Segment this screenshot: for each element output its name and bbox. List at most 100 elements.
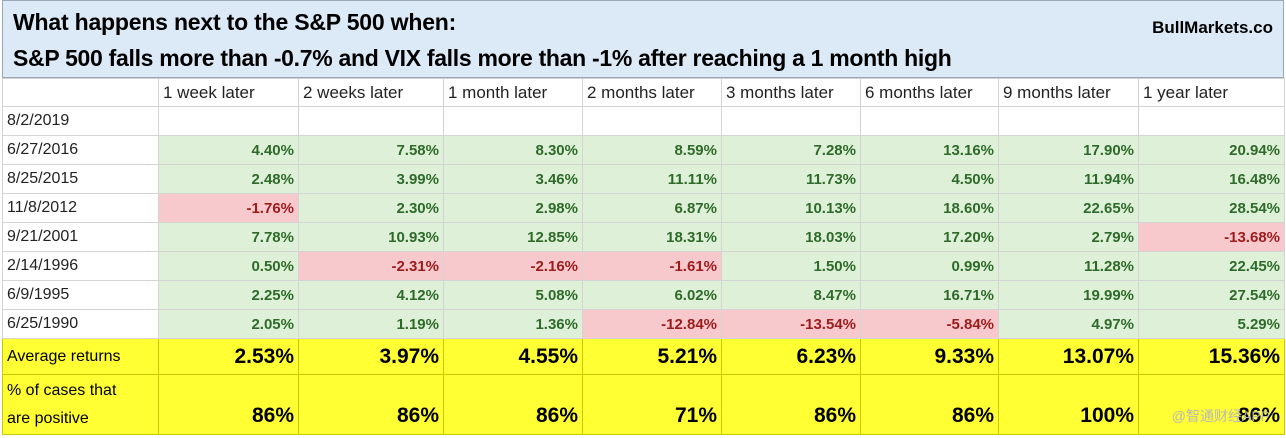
- average-return-cell: 3.97%: [298, 338, 444, 375]
- column-header: 9 months later: [998, 78, 1139, 107]
- table-row: 11/8/2012 -1.76% 2.30% 2.98% 6.87% 10.13% 18.6…: [2, 193, 1285, 223]
- return-cell: -1.61%: [582, 251, 722, 281]
- return-cell: 10.13%: [721, 193, 861, 223]
- return-cell: 16.48%: [1138, 164, 1285, 194]
- return-cell: -1.76%: [158, 193, 299, 223]
- return-cell: 16.71%: [860, 280, 999, 310]
- average-return-cell: 9.33%: [860, 338, 999, 375]
- positive-percent-cell: 86%: [443, 374, 583, 435]
- row-date: 8/25/2015: [2, 164, 159, 194]
- return-cell: [298, 106, 444, 136]
- return-cell: 4.12%: [298, 280, 444, 310]
- title-line-1: What happens next to the S&P 500 when:: [13, 9, 457, 35]
- brand-label: BullMarkets.co: [1152, 18, 1273, 37]
- average-return-cell: 15.36%: [1138, 338, 1285, 375]
- table-row: 9/21/2001 7.78% 10.93% 12.85% 18.31% 18.03% 17…: [2, 222, 1285, 252]
- row-date: 6/9/1995: [2, 280, 159, 310]
- average-return-cell: 6.23%: [721, 338, 861, 375]
- average-returns-row: Average returns 2.53% 3.97% 4.55% 5.21% 6.23…: [2, 338, 1285, 375]
- watermark: @智通财经APP: [1171, 408, 1270, 424]
- row-date: 2/14/1996: [2, 251, 159, 281]
- positive-percent-cell: 86%: [1138, 374, 1285, 435]
- return-cell: -13.68%: [1138, 222, 1285, 252]
- return-cell: [443, 106, 583, 136]
- return-cell: 4.50%: [860, 164, 999, 194]
- positive-cases-label-line-2: are positive: [7, 409, 89, 427]
- column-header-row: 1 week later 2 weeks later 1 month later 2 …: [2, 78, 1285, 107]
- return-cell: 19.99%: [998, 280, 1139, 310]
- return-cell: 5.08%: [443, 280, 583, 310]
- return-cell: 17.90%: [998, 135, 1139, 165]
- return-cell: 0.99%: [860, 251, 999, 281]
- return-cell: 8.59%: [582, 135, 722, 165]
- column-header: 6 months later: [860, 78, 999, 107]
- return-cell: 3.99%: [298, 164, 444, 194]
- table-row: 8/25/2015 2.48% 3.99% 3.46% 11.11% 11.73% 4.50…: [2, 164, 1285, 194]
- return-cell: 1.36%: [443, 309, 583, 339]
- return-cell: -2.16%: [443, 251, 583, 281]
- return-cell: 0.50%: [158, 251, 299, 281]
- return-cell: 27.54%: [1138, 280, 1285, 310]
- return-cell: -2.31%: [298, 251, 444, 281]
- average-return-cell: 2.53%: [158, 338, 299, 375]
- positive-percent-cell: 86%: [298, 374, 444, 435]
- return-cell: 22.65%: [998, 193, 1139, 223]
- return-cell: 18.60%: [860, 193, 999, 223]
- return-cell: 12.85%: [443, 222, 583, 252]
- positive-percent-cell: 100%: [998, 374, 1139, 435]
- return-cell: 11.73%: [721, 164, 861, 194]
- return-cell: [721, 106, 861, 136]
- return-cell: -13.54%: [721, 309, 861, 339]
- return-cell: 22.45%: [1138, 251, 1285, 281]
- column-header-blank: [2, 78, 159, 107]
- return-cell: [1138, 106, 1285, 136]
- return-cell: 3.46%: [443, 164, 583, 194]
- return-cell: -5.84%: [860, 309, 999, 339]
- return-cell: 2.79%: [998, 222, 1139, 252]
- positive-cases-row: % of cases that are positive 86% 86% 86% 71%…: [2, 374, 1285, 435]
- return-cell: 8.30%: [443, 135, 583, 165]
- return-cell: 10.93%: [298, 222, 444, 252]
- return-cell: 2.30%: [298, 193, 444, 223]
- return-cell: 18.31%: [582, 222, 722, 252]
- title-line-2: S&P 500 falls more than -0.7% and VIX fa…: [13, 45, 952, 71]
- return-cell: 7.58%: [298, 135, 444, 165]
- table-row: 6/9/1995 2.25% 4.12% 5.08% 6.02% 8.47% 16.71% 1…: [2, 280, 1285, 310]
- return-cell: 11.94%: [998, 164, 1139, 194]
- return-cell: 1.50%: [721, 251, 861, 281]
- table-row: 8/2/2019: [2, 106, 1285, 136]
- column-header: 2 months later: [582, 78, 722, 107]
- return-cell: 11.28%: [998, 251, 1139, 281]
- return-cell: 20.94%: [1138, 135, 1285, 165]
- positive-percent-cell: 86%: [860, 374, 999, 435]
- return-cell: 17.20%: [860, 222, 999, 252]
- table-row: 2/14/1996 0.50% -2.31% -2.16% -1.61% 1.50% 0.9…: [2, 251, 1285, 281]
- row-date: 9/21/2001: [2, 222, 159, 252]
- return-cell: [860, 106, 999, 136]
- return-cell: 6.87%: [582, 193, 722, 223]
- return-cell: 2.25%: [158, 280, 299, 310]
- column-header: 2 weeks later: [298, 78, 444, 107]
- return-cell: 2.48%: [158, 164, 299, 194]
- return-cell: 1.19%: [298, 309, 444, 339]
- return-cell: 4.97%: [998, 309, 1139, 339]
- row-date: 11/8/2012: [2, 193, 159, 223]
- column-header: 3 months later: [721, 78, 861, 107]
- return-cell: 5.29%: [1138, 309, 1285, 339]
- title-banner: What happens next to the S&P 500 when: S…: [2, 0, 1284, 78]
- positive-cases-label: % of cases that are positive: [2, 374, 159, 435]
- return-cell: [998, 106, 1139, 136]
- return-cell: 2.98%: [443, 193, 583, 223]
- return-cell: 11.11%: [582, 164, 722, 194]
- average-return-cell: 13.07%: [998, 338, 1139, 375]
- return-cell: 8.47%: [721, 280, 861, 310]
- row-date: 8/2/2019: [2, 106, 159, 136]
- row-date: 6/27/2016: [2, 135, 159, 165]
- average-returns-label: Average returns: [2, 338, 159, 375]
- positive-percent-cell: 86%: [721, 374, 861, 435]
- row-date: 6/25/1990: [2, 309, 159, 339]
- return-cell: -12.84%: [582, 309, 722, 339]
- return-cell: 2.05%: [158, 309, 299, 339]
- data-rows: 8/2/2019 6/27/2016 4.40% 7.58% 8.30% 8.59% 7.2…: [2, 106, 1285, 339]
